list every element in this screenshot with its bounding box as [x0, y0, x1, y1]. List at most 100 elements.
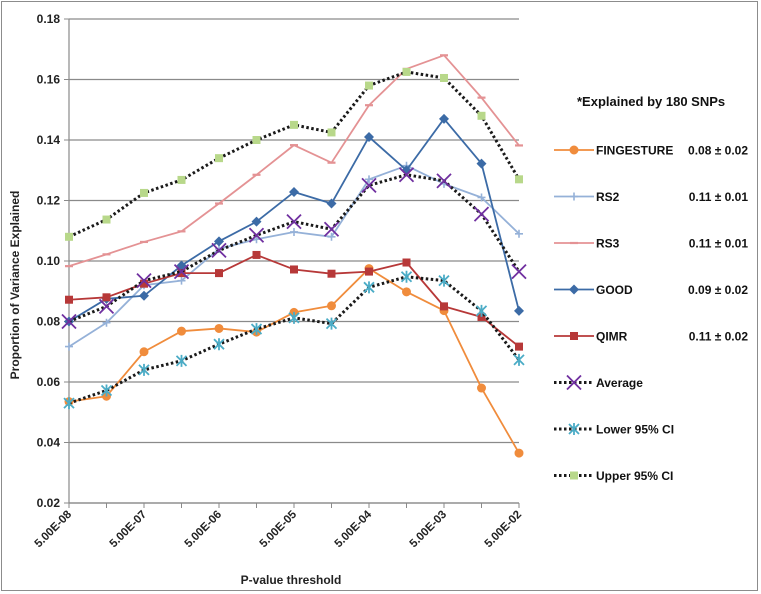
y-tick-label: 0.06	[37, 375, 61, 389]
data-point	[102, 318, 111, 327]
data-point	[363, 281, 375, 294]
series-line	[68, 70, 521, 239]
data-point	[65, 342, 73, 351]
data-point	[290, 120, 298, 129]
legend-label: FINGESTURE	[596, 144, 673, 158]
data-point	[514, 448, 524, 458]
legend-swatch-marker	[570, 332, 578, 340]
legend-swatch-marker	[566, 374, 582, 391]
y-axis-label: Proportion of Variance Explained	[8, 191, 22, 380]
legend-label: Average	[596, 376, 643, 390]
data-point	[323, 221, 340, 237]
data-point	[177, 269, 186, 278]
gridlines	[69, 18, 519, 504]
data-point	[398, 167, 415, 183]
legend-swatch-marker	[570, 192, 578, 201]
data-point	[327, 128, 336, 137]
y-tick-label: 0.04	[37, 436, 61, 450]
legend-label: Lower 95% CI	[596, 423, 674, 437]
legend-swatch-marker	[568, 423, 580, 435]
data-point	[173, 263, 190, 280]
data-point	[288, 311, 300, 324]
data-point	[248, 227, 265, 243]
data-point	[402, 67, 411, 76]
series-average	[61, 167, 527, 330]
data-point	[327, 301, 336, 311]
data-point	[327, 232, 336, 241]
y-tick-label: 0.08	[37, 315, 61, 329]
x-tick-label: 5.00E-06	[183, 509, 224, 550]
data-point	[515, 229, 523, 238]
data-point	[252, 250, 261, 259]
data-point	[473, 206, 490, 222]
data-point	[402, 258, 411, 267]
data-point	[213, 338, 225, 351]
data-point	[365, 81, 373, 90]
data-point	[175, 354, 188, 367]
legend-label: RS3	[596, 237, 620, 251]
x-tick-label: 5.00E-07	[108, 509, 149, 550]
data-point	[365, 175, 373, 184]
legend-annotation: 0.11 ± 0.02	[689, 330, 749, 344]
legend-entry-average: Average	[554, 374, 643, 391]
data-point	[215, 269, 223, 278]
data-point	[440, 302, 448, 311]
y-tick-label: 0.14	[37, 133, 61, 147]
x-tick-label: 5.00E-04	[333, 508, 375, 550]
data-point	[252, 136, 261, 144]
legend-swatch-marker	[569, 145, 579, 155]
data-point	[100, 384, 113, 397]
data-point	[65, 295, 73, 304]
x-tick-label: 5.00E-03	[408, 509, 449, 550]
series-qimr	[65, 250, 523, 351]
data-point	[140, 279, 148, 288]
legend-annotation: 0.11 ± 0.01	[689, 237, 749, 251]
legend-label: GOOD	[596, 283, 633, 297]
legend-annotation: 0.08 ± 0.02	[688, 144, 748, 158]
data-point	[211, 242, 227, 259]
data-point	[400, 270, 413, 283]
data-point	[438, 274, 450, 287]
data-point	[65, 232, 73, 241]
data-point	[61, 313, 77, 330]
data-point	[251, 216, 262, 227]
legend-swatch-marker	[570, 471, 578, 480]
data-point	[477, 193, 486, 202]
data-point	[177, 326, 186, 336]
legend-label: QIMR	[596, 330, 628, 344]
legend-label: Upper 95% CI	[596, 469, 673, 483]
data-point	[214, 323, 224, 333]
legend-entry-rs2: RS2 0.11 ± 0.01	[554, 190, 748, 204]
legend: FINGESTURE 0.08 ± 0.02 RS2 0.11 ± 0.01 RS3 0.…	[554, 144, 749, 483]
legend-swatch-marker	[569, 284, 579, 295]
y-tick-label: 0.12	[37, 194, 61, 208]
data-point	[476, 158, 487, 169]
data-point	[139, 290, 149, 301]
data-point	[139, 347, 149, 357]
data-point	[515, 175, 523, 184]
legend-header: *Explained by 180 SNPs	[577, 94, 725, 109]
data-point	[477, 111, 486, 120]
data-point	[177, 175, 186, 184]
data-point	[477, 383, 486, 393]
legend-entry-good: GOOD 0.09 ± 0.02	[554, 283, 748, 297]
data-point	[515, 342, 523, 351]
legend-entry-upper-95-ci: Upper 95% CI	[554, 469, 673, 483]
legend-entry-lower-95-ci: Lower 95% CI	[554, 423, 674, 437]
data-point	[513, 353, 525, 366]
y-tick-label: 0.18	[37, 12, 61, 26]
legend-entry-rs3: RS3 0.11 ± 0.01	[554, 237, 748, 251]
data-point	[102, 293, 111, 302]
data-point	[289, 187, 299, 198]
data-point	[98, 298, 115, 315]
data-point	[477, 312, 486, 321]
legend-entry-fingesture: FINGESTURE 0.08 ± 0.02	[554, 144, 748, 158]
data-point	[511, 263, 527, 280]
data-point	[327, 269, 336, 278]
x-axis-label: P-value threshold	[241, 573, 342, 587]
x-tick-label: 5.00E-02	[483, 509, 524, 550]
data-point	[250, 323, 263, 336]
data-point	[514, 305, 524, 316]
